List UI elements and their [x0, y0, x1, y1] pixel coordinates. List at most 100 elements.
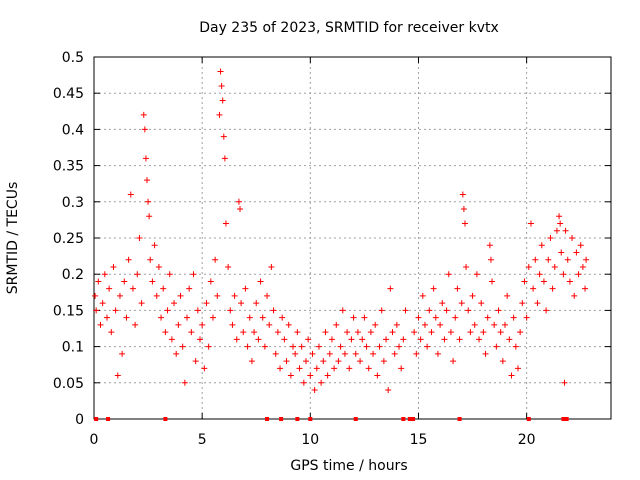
- data-point: [106, 285, 113, 292]
- data-point-mark: [158, 314, 165, 321]
- data-point: [504, 292, 511, 299]
- data-point-mark: [302, 358, 309, 365]
- data-point-mark: [181, 379, 188, 386]
- data-point: [219, 97, 226, 104]
- data-point-mark: [153, 292, 160, 299]
- data-point: [285, 321, 292, 328]
- data-point-mark: [376, 343, 383, 350]
- data-point: [385, 387, 392, 394]
- data-point: [419, 292, 426, 299]
- data-point-mark: [346, 365, 353, 372]
- data-point-mark: [487, 256, 494, 263]
- data-point-mark: [164, 307, 171, 314]
- data-point-mark: [514, 365, 521, 372]
- data-point: [348, 336, 355, 343]
- data-point: [110, 263, 117, 270]
- data-point: [396, 343, 403, 350]
- data-point-mark: [277, 365, 284, 372]
- data-point: [335, 358, 342, 365]
- data-point-zero: [526, 417, 531, 421]
- data-point-mark: [583, 256, 590, 263]
- data-point: [268, 263, 275, 270]
- data-point: [292, 350, 299, 357]
- data-point-mark: [417, 336, 424, 343]
- data-point: [294, 329, 301, 336]
- data-point: [315, 343, 322, 350]
- data-point-mark: [508, 372, 515, 379]
- data-point: [383, 336, 390, 343]
- data-point-mark: [361, 314, 368, 321]
- data-point-mark: [216, 111, 223, 118]
- data-point: [93, 307, 100, 314]
- data-point: [264, 292, 271, 299]
- data-point-mark: [123, 314, 130, 321]
- data-point-mark: [339, 307, 346, 314]
- data-point: [534, 300, 541, 307]
- data-point-mark: [530, 285, 537, 292]
- data-point: [112, 307, 119, 314]
- data-point: [318, 379, 325, 386]
- data-point-mark: [281, 336, 288, 343]
- data-point-mark: [495, 307, 502, 314]
- data-point-mark: [370, 350, 377, 357]
- data-point-mark: [222, 220, 229, 227]
- data-point: [257, 278, 264, 285]
- data-point: [311, 387, 318, 394]
- data-point-mark: [110, 263, 117, 270]
- data-point-mark: [484, 314, 491, 321]
- data-point-mark: [469, 292, 476, 299]
- data-point: [333, 321, 340, 328]
- data-point: [138, 300, 145, 307]
- data-point: [281, 336, 288, 343]
- data-point: [326, 350, 333, 357]
- data-point-mark: [177, 292, 184, 299]
- data-point: [374, 372, 381, 379]
- y-tick-label: 0.25: [53, 231, 84, 247]
- data-point: [101, 271, 108, 278]
- data-point: [300, 379, 307, 386]
- data-point: [255, 336, 262, 343]
- data-point-mark: [365, 365, 372, 372]
- data-point: [313, 365, 320, 372]
- data-point-mark: [279, 314, 286, 321]
- data-point-zero: [561, 417, 566, 421]
- data-point-mark: [480, 329, 487, 336]
- data-point-mark: [402, 307, 409, 314]
- data-point-zero: [279, 417, 284, 421]
- data-point: [222, 220, 229, 227]
- data-point-mark: [391, 350, 398, 357]
- data-point-mark: [333, 321, 340, 328]
- y-tick-label: 0.5: [62, 50, 84, 66]
- data-point-mark: [493, 343, 500, 350]
- y-tick-label: 0.45: [53, 86, 84, 102]
- data-point: [307, 372, 314, 379]
- y-axis-label: SRMTID / TECUs: [5, 182, 21, 295]
- data-point: [402, 307, 409, 314]
- data-point: [421, 321, 428, 328]
- data-point: [227, 307, 234, 314]
- data-point: [240, 329, 247, 336]
- data-point-mark: [313, 365, 320, 372]
- data-point: [380, 358, 387, 365]
- data-point-mark: [467, 329, 474, 336]
- data-point: [443, 307, 450, 314]
- data-point-zero: [106, 417, 111, 421]
- data-point-mark: [335, 358, 342, 365]
- data-point-mark: [244, 343, 251, 350]
- data-point-mark: [426, 307, 433, 314]
- data-point: [205, 343, 212, 350]
- data-point-mark: [478, 300, 485, 307]
- data-point-mark: [257, 278, 264, 285]
- data-point: [125, 256, 132, 263]
- data-point: [149, 278, 156, 285]
- data-point: [181, 379, 188, 386]
- data-point-mark: [240, 329, 247, 336]
- data-point: [235, 198, 242, 205]
- data-point-mark: [261, 343, 268, 350]
- data-point-mark: [463, 263, 470, 270]
- data-point: [290, 343, 297, 350]
- data-point-mark: [428, 329, 435, 336]
- data-point: [454, 285, 461, 292]
